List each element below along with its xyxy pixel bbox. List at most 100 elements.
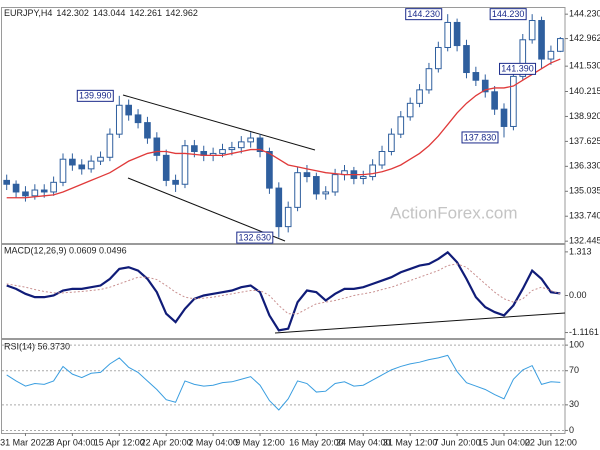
candle-body [69,158,76,166]
candle-body [331,174,339,193]
price-callout-label: 144.230 [407,9,440,19]
candle-body [472,72,480,81]
indicator-line [6,263,561,315]
candle-body [3,179,11,185]
price-callout [461,131,499,144]
candle-body [444,21,452,48]
x-tick-label: 2 May 04:00 [188,437,238,447]
y-tick-label: 135.035 [569,186,600,196]
candle-body [416,89,423,104]
candle-body [453,21,461,47]
price-callout-label: 137.830 [464,132,497,142]
candle-body [303,172,311,178]
candle-body [247,137,254,143]
y-tick-label: 0.00 [569,290,587,300]
candle-body [237,141,245,149]
candle-body [435,46,442,70]
close: 142.962 [165,8,198,18]
price-callout-label: 132.630 [239,232,272,242]
trend-line [122,94,316,151]
macd-panel [1,244,566,339]
candle-body [294,172,301,208]
candle-body [172,179,179,185]
x-tick-label: 16 May 20:00 [289,437,344,447]
candle-body [78,164,86,170]
candle-body [115,104,123,135]
x-tick-label: 7 Jun 20:00 [434,437,481,447]
price-callout [76,89,114,102]
open: 142.302 [56,8,89,18]
x-tick-label: 31 May 12:00 [383,437,438,447]
y-tick-label: 141.530 [569,61,600,71]
y-tick-label: 133.740 [569,211,600,221]
candle-body [388,133,395,153]
candle-body [144,122,151,139]
candle-body [219,149,226,154]
candle-body [510,75,517,127]
x-tick-label: 22 Jun 12:00 [525,437,577,447]
candle-body [491,91,498,110]
candle-body [22,191,29,197]
candle-body [153,137,161,156]
candle-body [463,45,470,74]
candle-body [406,102,414,118]
rsi-title: RSI(14) 56.3730 [4,341,70,351]
candle-body [425,68,433,91]
y-tick-label: 0 [569,425,574,435]
x-tick-label: 15 Jun 04:00 [478,437,530,447]
candle-body [500,108,508,127]
rsi-panel [1,339,566,434]
moving-average [6,58,561,199]
y-tick-label: 137.625 [569,136,600,146]
candle-body [87,160,95,170]
low: 142.261 [129,8,162,18]
trend-line [127,177,286,242]
watermark: ActionForex.com [390,203,518,222]
candle-body [191,145,198,153]
candle-body [378,151,386,166]
price-callout [405,8,443,21]
y-tick-label: 70 [569,365,579,375]
candle-body [275,187,283,228]
candle-body [359,176,367,179]
candle-body [313,176,320,195]
candle-body [397,116,405,135]
price-callout-label: 139.990 [79,91,112,101]
candle-body [256,137,264,153]
price-callout-label: 144.230 [492,9,525,19]
candle-body [31,189,39,197]
candle-body [322,191,330,195]
y-tick-label: 144.230 [569,9,600,19]
price-callout [499,62,537,75]
candle-body [266,151,273,189]
y-tick-label: 142.962 [569,33,600,43]
y-tick-label: 132.445 [569,236,600,246]
candle-body [106,133,114,158]
price-panel [1,7,566,244]
y-tick-label: 140.215 [569,86,600,96]
x-tick-label: 15 Apr 12:00 [94,437,145,447]
candle-body [40,189,48,193]
candle-body [12,183,20,193]
x-tick-label: 9 May 12:00 [235,437,285,447]
candle-body [528,20,536,41]
macd-title: MACD(12,26,9) 0.0609 0.0496 [4,245,127,255]
y-tick-label: 136.330 [569,161,600,171]
candle-body [547,50,555,60]
candle-body [369,164,376,178]
x-tick-label: 22 Apr 20:00 [141,437,192,447]
candle-body [481,79,489,93]
price-header: EURJPY,H4 142.302 143.044 142.261 142.962 [4,8,198,18]
indicator-line [6,354,561,411]
candle-body [134,114,142,124]
candle-body [538,20,545,60]
candle-body [125,104,132,116]
candle-body [162,154,170,181]
candle-body [97,156,104,162]
price-callout-label: 141.390 [501,64,534,74]
candle-body [181,145,189,185]
candle-body [284,206,292,228]
